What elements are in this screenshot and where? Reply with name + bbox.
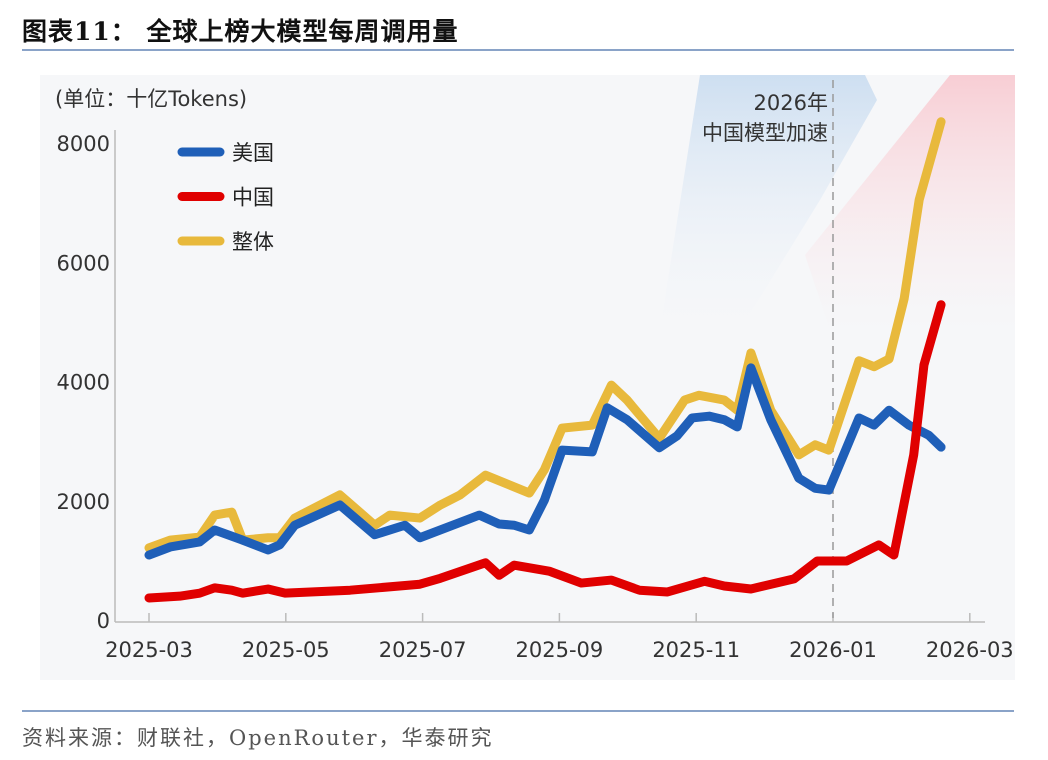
- x-tick-label: 2025-07: [379, 638, 467, 662]
- footer-rule: [22, 710, 1014, 712]
- x-tick-label: 2025-11: [652, 638, 740, 662]
- series-line-整体: [144, 117, 946, 553]
- x-tick-label: 2026-01: [789, 638, 877, 662]
- annotation-text: 中国模型加速: [702, 121, 828, 145]
- legend-label: 整体: [232, 230, 274, 254]
- legend-label: 中国: [232, 186, 274, 210]
- annotation-year: 2026年: [754, 91, 828, 115]
- y-tick-label: 8000: [57, 132, 110, 156]
- x-tick-label: 2025-05: [242, 638, 330, 662]
- title-rule: [22, 49, 1014, 51]
- legend-label: 美国: [232, 141, 274, 165]
- source-note: 资料来源：财联社，OpenRouter，华泰研究: [22, 726, 494, 750]
- x-tick-label: 2025-03: [105, 638, 193, 662]
- series-line-中国: [144, 300, 946, 603]
- y-unit-label: (单位：十亿Tokens): [55, 87, 247, 111]
- y-tick-label: 6000: [57, 251, 110, 275]
- y-tick-label: 0: [97, 609, 110, 633]
- y-tick-label: 4000: [57, 371, 110, 395]
- us-highlight-band: [660, 75, 877, 330]
- china-highlight-band: [805, 75, 1015, 330]
- series-line-美国: [144, 363, 946, 560]
- x-tick-label: 2025-09: [516, 638, 604, 662]
- figure-title: 图表11： 全球上榜大模型每周调用量: [22, 17, 459, 46]
- y-tick-label: 2000: [57, 490, 110, 514]
- x-tick-label: 2026-03: [926, 638, 1014, 662]
